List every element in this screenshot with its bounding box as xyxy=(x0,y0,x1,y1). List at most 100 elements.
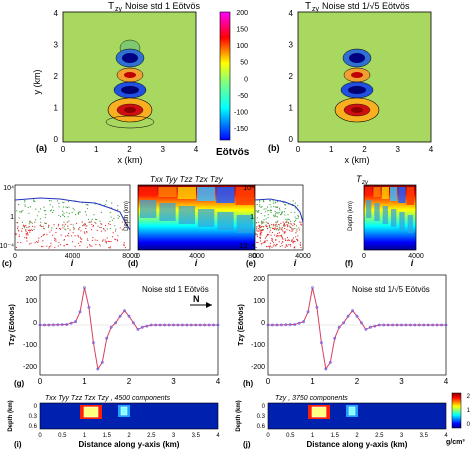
scatter-point xyxy=(269,200,272,202)
scatter-point xyxy=(284,246,286,248)
ylabel-i: Depth (km) xyxy=(8,400,14,431)
scatter-point xyxy=(111,236,114,238)
scatter-point xyxy=(58,241,60,244)
scatter-point xyxy=(264,211,267,213)
scatter-point xyxy=(300,223,302,225)
scatter-point xyxy=(259,229,261,231)
panel-g: 200 100 0 -100 -200 0 1 2 3 4 Noise std 1 Eötvös… xyxy=(9,274,221,388)
scatter-point xyxy=(123,242,125,244)
title-b-sym: T xyxy=(305,1,311,12)
scatter-point xyxy=(33,228,35,231)
scatter-point xyxy=(40,221,42,223)
scatter-point xyxy=(278,241,280,243)
scatter-point xyxy=(105,203,107,205)
tick-label: 3 xyxy=(54,41,59,50)
scatter-point xyxy=(266,234,268,237)
scatter-point xyxy=(260,232,262,234)
scatter-point xyxy=(277,235,279,237)
scatter-point xyxy=(68,235,70,237)
scatter-point xyxy=(16,227,19,229)
scatter-c xyxy=(15,199,128,249)
scatter-point xyxy=(43,227,45,229)
scatter-point xyxy=(105,241,107,243)
profile-point xyxy=(360,321,363,325)
scatter-point xyxy=(48,225,50,227)
scatter-point xyxy=(26,226,28,229)
scatter-point xyxy=(100,226,102,229)
scatter-point xyxy=(63,202,65,204)
scatter-point xyxy=(259,233,261,235)
scatter-point xyxy=(259,240,262,242)
tick-label: 100 xyxy=(253,298,265,305)
tick-label: 4 xyxy=(444,377,449,386)
scatter-point xyxy=(273,241,275,244)
tick-label: 0 xyxy=(38,433,42,439)
tick-label: 4 xyxy=(216,377,221,386)
scatter-point xyxy=(49,204,51,206)
scatter-point xyxy=(81,221,83,223)
scatter-point xyxy=(66,234,69,237)
note-h: Noise std 1/√5 Eötvös xyxy=(352,285,430,294)
scatter-point xyxy=(24,205,26,207)
tick-label: 4000 xyxy=(189,253,205,260)
scatter-point xyxy=(63,225,66,227)
scatter-point xyxy=(264,240,266,242)
scatter-point xyxy=(107,240,110,242)
profile-line xyxy=(268,287,446,371)
scatter-point xyxy=(24,200,26,202)
scatter-point xyxy=(278,226,281,228)
profile-point xyxy=(96,367,100,371)
profile-point xyxy=(271,323,274,327)
xlabel-a: x (km) xyxy=(118,155,143,165)
scatter-point xyxy=(79,236,81,238)
scatter-point xyxy=(278,235,280,237)
profile-point xyxy=(127,314,131,318)
scatter-point xyxy=(65,235,67,237)
xlabel-f: i xyxy=(411,258,414,268)
scatter-point xyxy=(17,229,19,231)
profile-point xyxy=(408,323,412,327)
scatter-point xyxy=(84,223,86,226)
scatter-point xyxy=(267,222,269,225)
tick-label: 2.5 xyxy=(147,433,156,439)
scatter-point xyxy=(271,239,273,241)
scatter-point xyxy=(267,214,269,216)
scatter-point xyxy=(292,230,294,232)
scatter-point xyxy=(256,227,258,229)
heatmap-cell xyxy=(140,200,157,218)
scatter-point xyxy=(264,241,266,244)
scatter-point xyxy=(83,224,86,226)
tick-label: 4 xyxy=(444,433,448,439)
scatter-point xyxy=(282,221,284,223)
profile-point xyxy=(364,327,368,331)
scatter-point xyxy=(275,221,277,223)
title-b-rest: Noise std 1/√5 Eötvös xyxy=(322,1,410,11)
scatter-point xyxy=(24,225,26,227)
profile-point xyxy=(288,323,292,327)
profile-point xyxy=(109,325,113,329)
ylabel-j: Depth (km) xyxy=(236,400,242,431)
scatter-point xyxy=(17,226,19,228)
profile-point xyxy=(185,323,189,327)
scatter-point xyxy=(51,227,53,229)
scatter-point xyxy=(43,206,45,208)
profile-point xyxy=(297,321,301,325)
scatter-point xyxy=(276,225,278,227)
colorbar-tick: 200 xyxy=(236,10,248,17)
scatter-point xyxy=(21,228,23,230)
scatter-point xyxy=(111,219,114,221)
profile-point xyxy=(167,323,171,327)
scatter-point xyxy=(65,243,67,246)
panel-j: Tzy , 3750 components 0 0.3 0.6 0 0.5 1 1.5 2 2… xyxy=(236,395,448,449)
scatter-point xyxy=(109,221,111,223)
scatter-point xyxy=(274,227,276,229)
tick-label: 0 xyxy=(261,320,265,327)
scatter-point xyxy=(286,229,288,231)
tick-label: 3 xyxy=(171,377,176,386)
profile-point xyxy=(149,323,153,327)
scatter-point xyxy=(267,216,269,219)
heatmap-cell xyxy=(177,187,196,199)
profile-point xyxy=(440,323,443,327)
scatter-point xyxy=(295,232,297,234)
profile-point xyxy=(342,321,346,325)
